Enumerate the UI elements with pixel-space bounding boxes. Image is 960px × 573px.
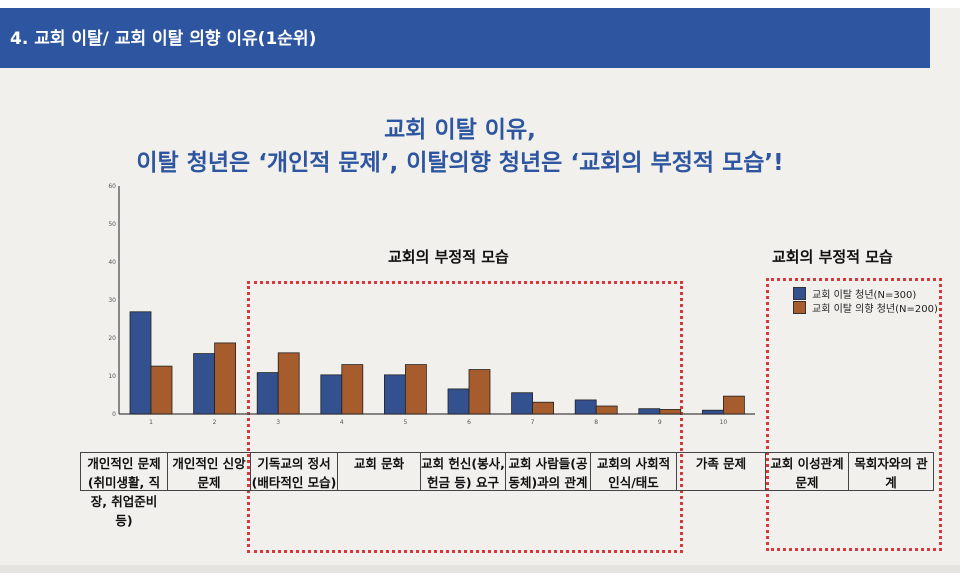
header-title: 4. 교회 이탈/ 교회 이탈 의향 이유(1순위)	[10, 29, 317, 49]
bar-intending-3	[277, 352, 300, 415]
bar-leaving-6	[447, 388, 470, 415]
y-tick-label: 40	[108, 259, 116, 266]
bar-intending-4	[341, 364, 364, 415]
y-tick-label: 20	[108, 335, 116, 342]
legend-label: 교회 이탈 청년(N=300)	[812, 289, 917, 301]
x-tick-label: 9	[658, 419, 662, 426]
x-tick-label: 5	[403, 419, 407, 426]
y-tick-label: 50	[108, 221, 116, 228]
legend-swatch	[793, 300, 806, 314]
bar-intending-7	[532, 401, 554, 415]
bar-intending-6	[468, 369, 491, 415]
bar-intending-5	[404, 364, 427, 415]
bar-intending-8	[595, 405, 618, 415]
y-tick-label: 10	[108, 373, 116, 380]
x-tick-label: 4	[340, 419, 344, 426]
y-tick-label: 0	[112, 411, 116, 418]
bar-leaving-2	[193, 353, 216, 415]
bar-leaving-1	[129, 311, 152, 415]
bar-intending-1	[150, 365, 173, 415]
table-cell: 교회 사람들(공동체)과의 관계	[505, 452, 591, 491]
legend-item: 교회 이탈 청년(N=300)	[793, 286, 938, 301]
table-cell: 교회의 사회적 인식/태도	[590, 452, 677, 491]
legend-label: 교회 이탈 의향 청년(N=200)	[812, 303, 938, 315]
legend-swatch	[793, 286, 806, 300]
table-cell: 교회 이성관계 문제	[765, 452, 849, 491]
main-title-line2: 이탈 청년은 ‘개인적 문제’, 이탈의향 청년은 ‘교회의 부정적 모습’!	[136, 150, 784, 176]
x-tick-label: 10	[720, 419, 728, 426]
x-tick-label: 7	[531, 419, 535, 426]
table-cell: 교회 헌신(봉사, 헌금 등) 요구	[420, 452, 506, 491]
footer-strip	[0, 565, 960, 573]
table-cell: 교회 문화	[337, 452, 421, 491]
group-label-1: 교회의 부정적 모습	[388, 248, 509, 266]
table-cell: 기독교의 정서(배타적인 모습)	[250, 452, 338, 491]
bar-leaving-9	[638, 408, 661, 415]
table-cell: 개인적인 문제(취미생활, 직장, 취업준비 등)	[80, 452, 168, 528]
highlight-box-2	[766, 278, 942, 551]
x-tick-label: 1	[149, 419, 153, 426]
y-tick-label: 60	[108, 183, 116, 190]
x-tick-label: 8	[594, 419, 598, 426]
highlight-box-1	[247, 281, 683, 553]
header-bar	[0, 8, 930, 68]
bar-leaving-10	[702, 409, 724, 415]
table-cell: 개인적인 신앙 문제	[167, 452, 251, 491]
y-tick-label: 30	[108, 297, 116, 304]
table-cell: 목회자와의 관계	[848, 452, 934, 491]
bar-leaving-3	[256, 372, 279, 415]
x-tick-label: 3	[276, 419, 280, 426]
bar-leaving-8	[574, 399, 597, 415]
top-strip	[0, 0, 960, 8]
group-label-2: 교회의 부정적 모습	[772, 248, 893, 266]
bar-intending-2	[214, 342, 237, 415]
bar-leaving-4	[320, 374, 343, 415]
x-tick-label: 2	[213, 419, 217, 426]
bar-intending-10	[723, 395, 745, 415]
bar-leaving-5	[383, 374, 406, 415]
legend-item: 교회 이탈 의향 청년(N=200)	[793, 300, 938, 315]
legend: 교회 이탈 청년(N=300) 교회 이탈 의향 청년(N=200)	[793, 286, 938, 315]
table-cell: 가족 문제	[676, 452, 766, 491]
bar-intending-9	[659, 409, 682, 415]
x-tick-label: 6	[467, 419, 471, 426]
main-title-line1: 교회 이탈 이유,	[384, 117, 536, 143]
bar-leaving-7	[511, 392, 534, 415]
